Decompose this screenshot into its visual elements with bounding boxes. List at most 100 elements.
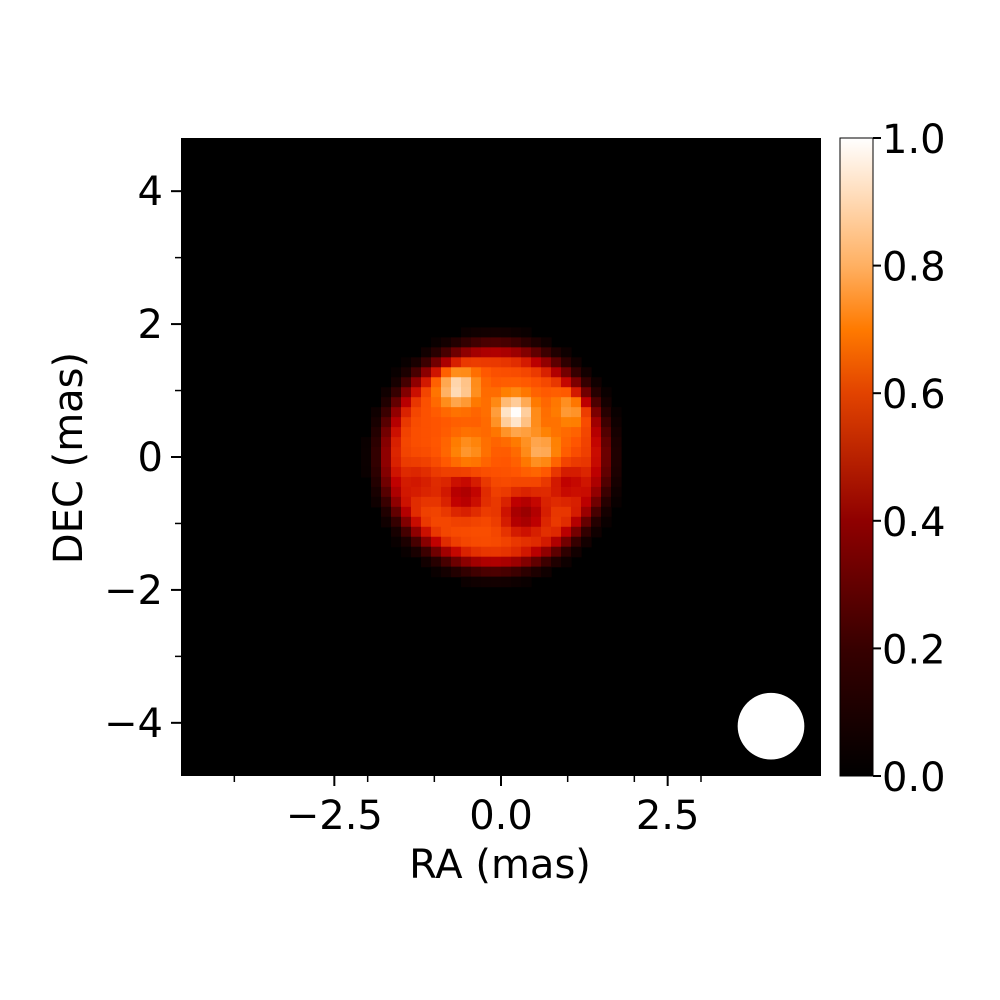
heatmap-cell [471,417,482,428]
heatmap-cell [461,466,472,478]
heatmap-cell [581,516,592,528]
heatmap-cell [421,377,432,388]
heatmap-cell [531,357,542,368]
heatmap-cell [491,447,502,458]
heatmap-cell [451,496,462,508]
heatmap-cell [491,476,502,488]
heatmap-cell [561,466,572,478]
heatmap-cell [421,367,432,378]
heatmap-cell [391,526,402,538]
heatmap-cell [521,357,532,368]
heatmap-cell [411,526,422,538]
heatmap-cell [491,427,502,438]
heatmap-cell [441,536,452,548]
heatmap-cell [531,476,542,488]
heatmap-cell [441,457,452,468]
heatmap-cell [521,466,532,478]
heatmap-cell [561,476,572,488]
heatmap-cell [571,377,582,388]
heatmap-cell [551,377,562,388]
heatmap-cell [451,556,462,568]
heatmap-cell [461,367,472,378]
heatmap-cell [571,536,582,548]
heatmap-cell [461,397,472,408]
heatmap-cell [371,466,382,478]
heatmap-cell [511,397,522,408]
heatmap-cell [481,327,492,338]
heatmap-cell [471,506,482,518]
heatmap-cell [591,466,602,478]
heatmap-cell [541,337,552,348]
heatmap-cell [611,407,622,418]
heatmap-cell [531,506,542,518]
heatmap-cell [491,526,502,538]
heatmap-cell [551,347,562,358]
heatmap-cell [561,347,572,358]
heatmap-cell [581,387,592,398]
heatmap-cell [451,357,462,368]
heatmap-cell [471,327,482,338]
heatmap-cell [421,447,432,458]
heatmap-cell [481,347,492,358]
heatmap-cell [381,397,392,408]
heatmap-cell [371,427,382,438]
heatmap-cell [431,506,442,518]
heatmap-cell [531,457,542,468]
heatmap-cell [571,427,582,438]
heatmap-cell [431,476,442,488]
heatmap-cell [501,536,512,548]
heatmap-cell [551,457,562,468]
heatmap-cell [461,347,472,358]
heatmap-cell [511,486,522,498]
heatmap-cell [391,476,402,488]
heatmap-cell [581,447,592,458]
heatmap-cell [371,486,382,498]
heatmap-cell [581,397,592,408]
heatmap-cell [601,476,612,488]
heatmap-cell [471,566,482,578]
heatmap-cell [541,536,552,548]
heatmap-cell [461,327,472,338]
heatmap-cell [431,496,442,508]
heatmap-cell [481,417,492,428]
heatmap-cell [541,546,552,558]
colorbar-tick-label: 0.6 [882,372,946,418]
heatmap-cell [461,407,472,418]
heatmap-cell [511,347,522,358]
heatmap-cell [451,486,462,498]
heatmap-cell [431,486,442,498]
heatmap-cell [481,367,492,378]
heatmap-cell [391,397,402,408]
heatmap-cell [451,437,462,448]
heatmap-cell [601,516,612,528]
heatmap-cell [511,476,522,488]
heatmap-cell [521,506,532,518]
heatmap-cell [441,417,452,428]
heatmap-cell [451,397,462,408]
heatmap-cell [591,457,602,468]
x-tick-label: 0.0 [469,793,533,839]
heatmap-cell [561,536,572,548]
heatmap-cell [481,387,492,398]
heatmap-cell [611,427,622,438]
heatmap-cell [501,367,512,378]
heatmap-cell [471,407,482,418]
heatmap-cell [591,476,602,488]
heatmap-cell [381,486,392,498]
heatmap-cell [441,546,452,558]
heatmap-cell [611,496,622,508]
heatmap-cell [491,357,502,368]
heatmap-cell [421,387,432,398]
heatmap-cell [401,526,412,538]
heatmap-cell [581,506,592,518]
heatmap-cell [581,417,592,428]
x-axis-label: RA (mas) [409,842,591,888]
heatmap-cell [511,417,522,428]
heatmap-cell [401,476,412,488]
heatmap-cell [511,466,522,478]
heatmap-cell [551,397,562,408]
heatmap-cell [401,447,412,458]
heatmap-cell [441,566,452,578]
y-tick-label: 4 [138,169,163,215]
heatmap-cell [591,427,602,438]
